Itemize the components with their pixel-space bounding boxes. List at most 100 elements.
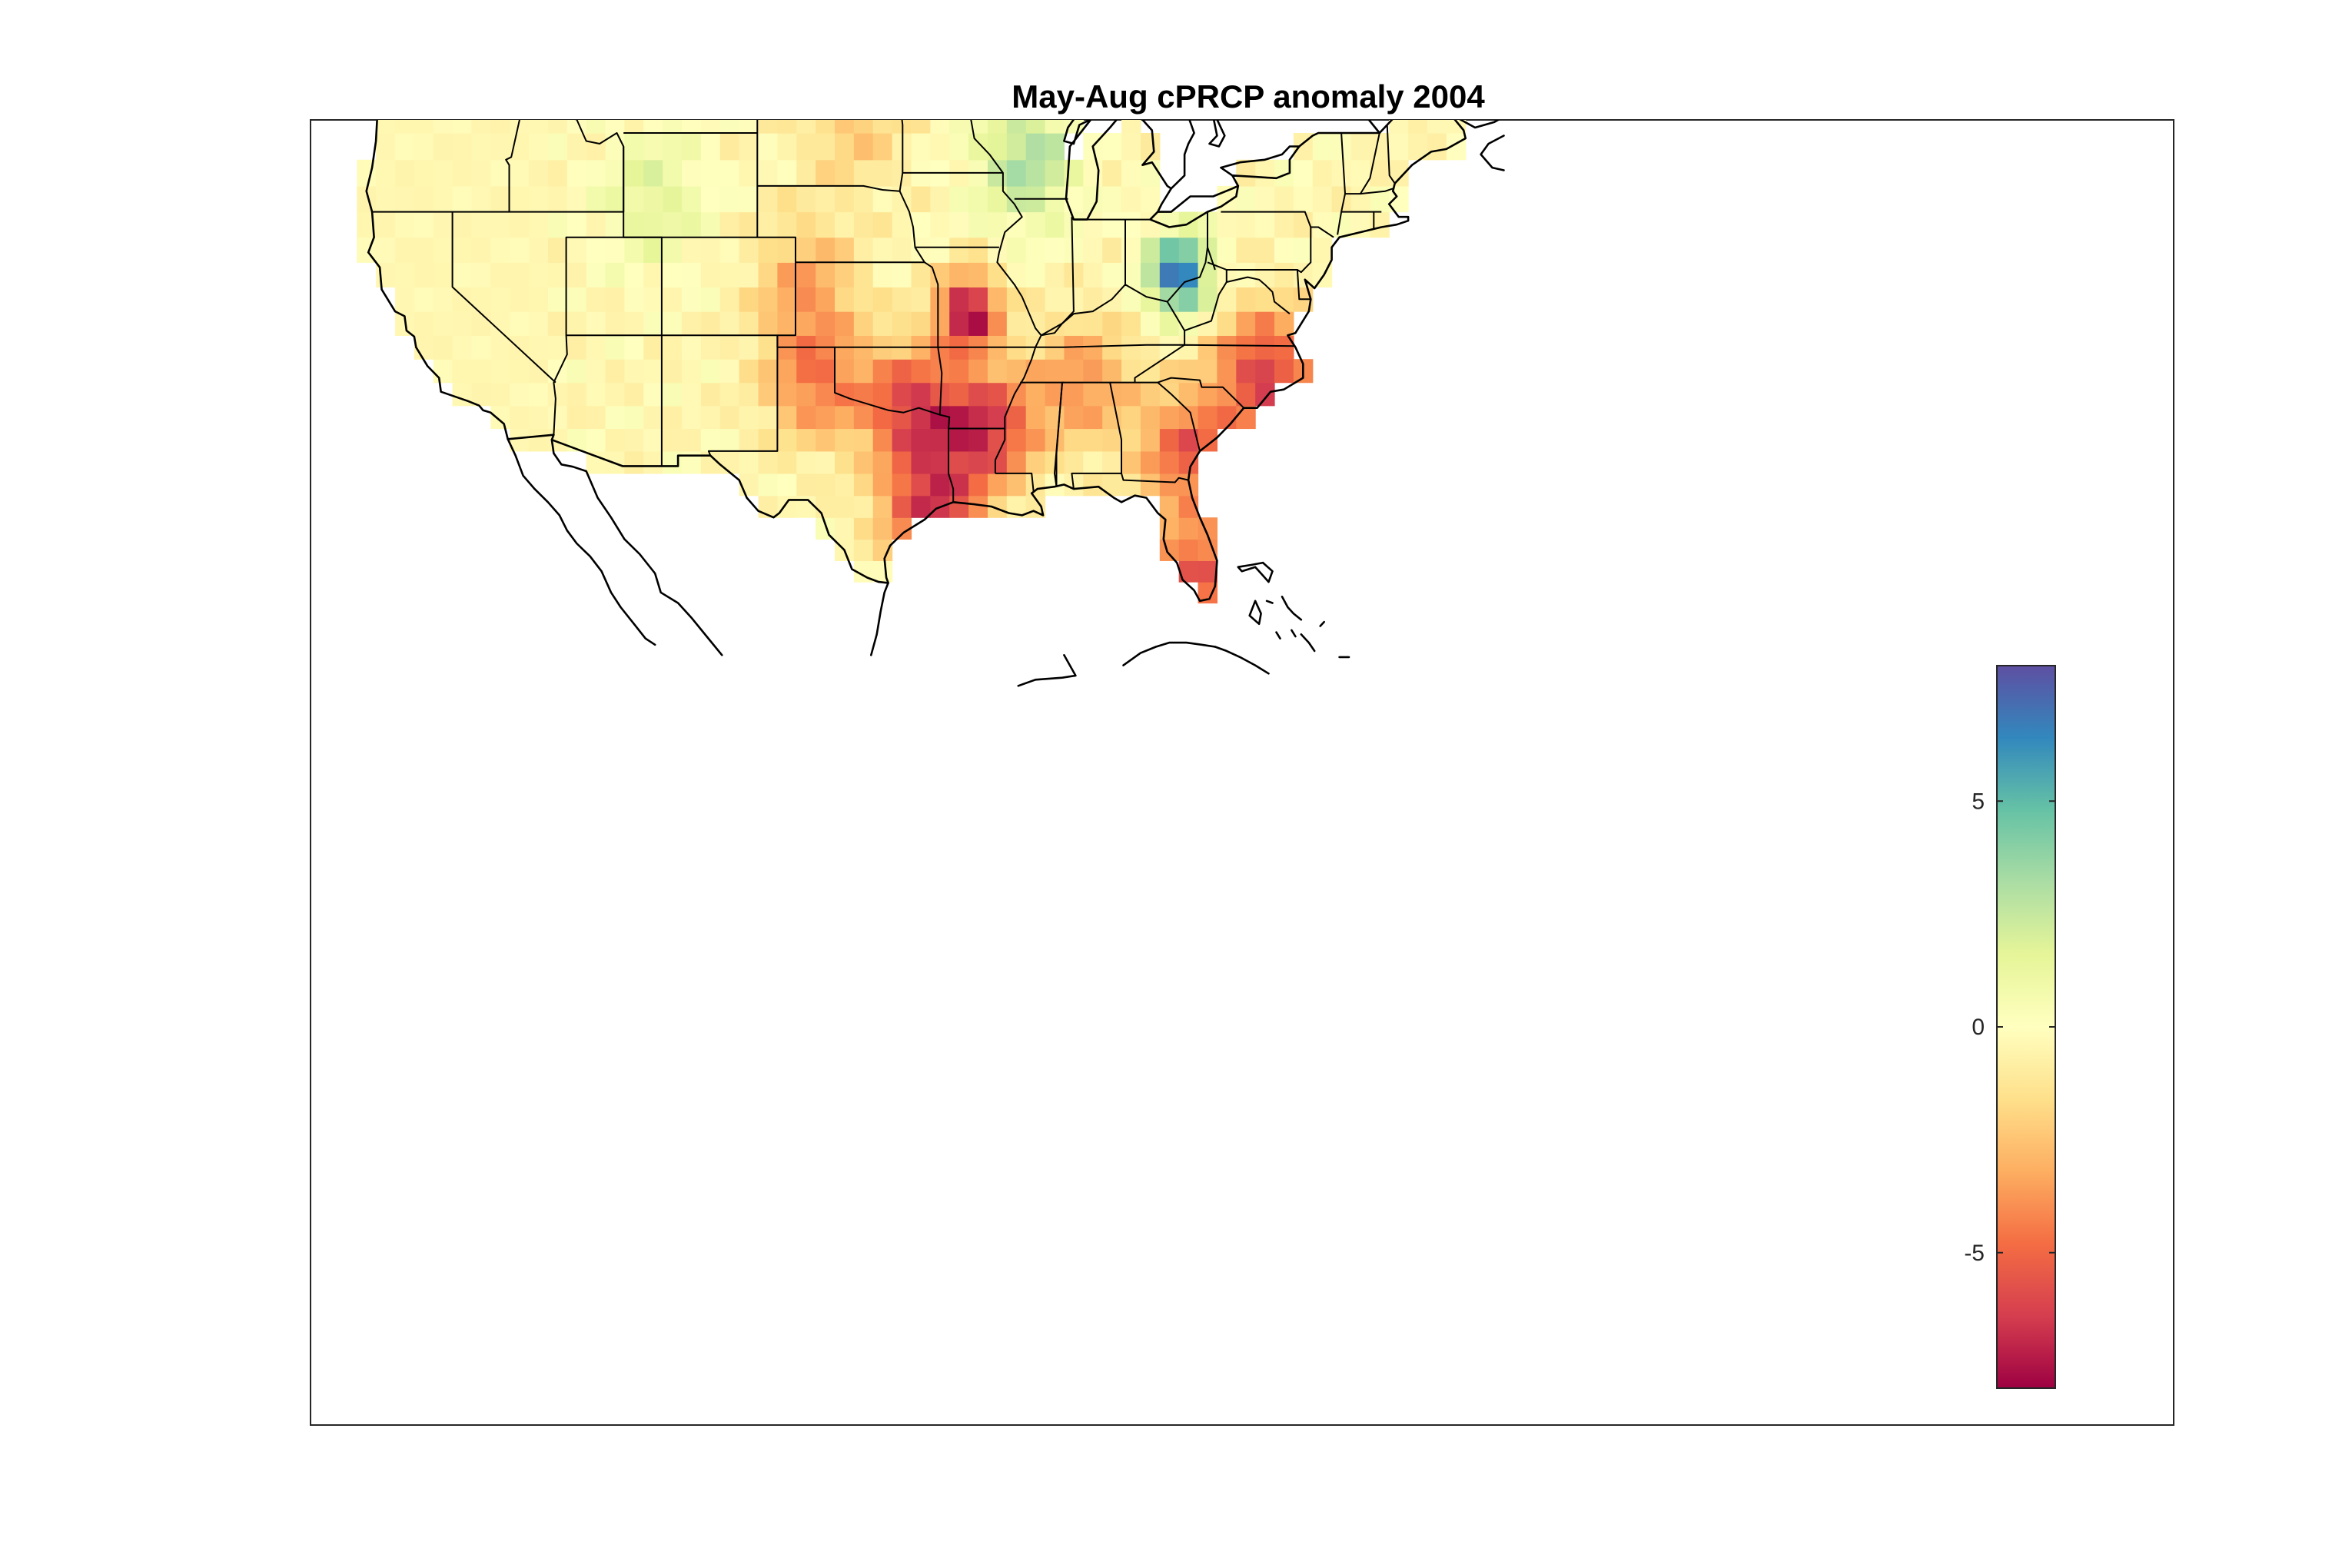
anomaly-cell [796,450,816,474]
anomaly-cell [1293,185,1314,213]
anomaly-cell [414,237,434,263]
anomaly-cell [624,185,644,213]
anomaly-cell [796,211,816,238]
anomaly-cell [1255,262,1275,288]
anomaly-cell [835,450,855,474]
anomaly-cell [853,120,874,134]
anomaly-cell [930,211,950,238]
anomaly-cell [777,405,797,430]
anomaly-cell [796,237,816,263]
anomaly-cell [605,428,626,452]
anomaly-cell [853,450,874,474]
caribbean-coastline [1265,600,1274,604]
anomaly-cell [1178,382,1199,407]
anomaly-cell [510,359,530,384]
anomaly-cell [949,237,969,263]
anomaly-cell [1045,428,1065,452]
caribbean-coastline [1281,596,1303,621]
anomaly-cell [816,211,835,238]
anomaly-cell [682,335,702,360]
anomaly-cell [663,185,683,213]
anomaly-cell [376,211,396,238]
anomaly-cell [586,78,606,107]
anomaly-cell [1121,120,1141,134]
anomaly-cell [548,50,567,78]
anomaly-cell [816,311,835,336]
anomaly-cell [529,22,548,51]
anomaly-cell [892,78,912,107]
anomaly-cell [510,405,530,430]
anomaly-cell [682,50,701,78]
anomaly-cell [1255,211,1275,238]
anomaly-cell [701,22,720,51]
anomaly-cell [394,237,415,263]
anomaly-cell [988,78,1007,107]
anomaly-cell [529,78,548,107]
anomaly-cell [1255,359,1275,384]
caribbean-coastline [1275,631,1281,639]
anomaly-cell [414,335,434,360]
anomaly-cell [605,159,626,187]
anomaly-cell [739,382,759,407]
anomaly-cell [605,405,626,430]
anomaly-cell [911,473,931,497]
anomaly-cell [987,262,1008,288]
anomaly-cell [949,311,969,336]
anomaly-cell [1102,311,1122,336]
anomaly-cell [816,287,835,312]
anomaly-cell [835,133,855,161]
canada-coastline [1220,145,1301,177]
anomaly-cell [701,50,720,78]
anomaly-cell [529,120,549,134]
anomaly-cell [490,382,510,407]
anomaly-cell [682,159,702,187]
anomaly-cell [719,311,740,336]
anomaly-cell [1121,359,1141,384]
anomaly-cell [510,382,530,407]
anomaly-cell [739,159,759,187]
anomaly-cell [643,185,663,213]
caribbean-coastline [1237,561,1274,583]
anomaly-cell [624,287,644,312]
anomaly-cell [719,287,740,312]
anomaly-cell [1083,473,1103,497]
anomaly-cell [872,311,893,336]
anomaly-cell [835,359,855,384]
anomaly-cell [547,405,568,430]
anomaly-cell [835,405,855,430]
anomaly-cell [1064,428,1084,452]
anomaly-cell [624,311,644,336]
anomaly-cell [682,211,702,238]
anomaly-cell [835,473,855,497]
anomaly-cell [816,185,835,213]
anomaly-cell [1045,159,1065,187]
anomaly-cell [1083,405,1103,430]
anomaly-cell [1255,237,1275,263]
anomaly-cell [1178,287,1199,312]
state-boundary [970,120,1042,473]
anomaly-cell [529,237,549,263]
anomaly-cell [452,159,473,187]
anomaly-cell [835,237,855,263]
anomaly-cell [892,262,912,288]
anomaly-cell [395,78,414,107]
anomaly-cell [1083,287,1103,312]
anomaly-cell [1236,159,1256,187]
anomaly-cell [663,335,683,360]
anomaly-cell [968,78,988,107]
anomaly-cell [1083,382,1103,407]
anomaly-cell [796,22,816,51]
anomaly-cell [1140,211,1161,238]
anomaly-cell [949,22,968,51]
anomaly-cell [835,211,855,238]
anomaly-cell [1045,133,1065,161]
anomaly-cell [1159,517,1180,540]
anomaly-cell [471,382,491,407]
anomaly-cell [949,211,969,238]
colorbar-tick-label: 5 [1972,789,1985,814]
anomaly-cell [719,428,740,452]
anomaly-cell [796,495,816,518]
anomaly-cell [586,428,606,452]
anomaly-cell [1083,262,1103,288]
